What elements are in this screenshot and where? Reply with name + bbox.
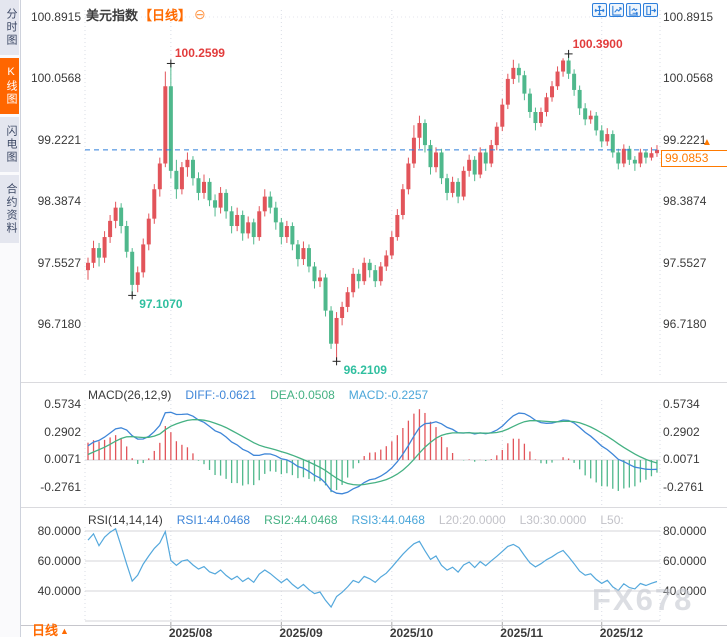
x-axis-label: 2025/10 [389, 626, 434, 637]
pane-separator [20, 507, 727, 508]
rsi3-value: RSI3:44.0468 [351, 513, 425, 527]
price-annotation: 96.2109 [343, 363, 387, 378]
macd-value: MACD:-0.2257 [348, 388, 429, 402]
x-axis-line [20, 625, 727, 626]
x-axis-label: 2025/11 [500, 626, 544, 637]
move-icon[interactable] [592, 3, 607, 17]
macd-axis-label: 0.0071 [44, 452, 81, 467]
rsi-l30-value: L30:30.0000 [519, 513, 587, 527]
rsi-axis-label: 80.0000 [37, 524, 81, 538]
y-axis-label: 98.3874 [37, 194, 81, 209]
current-price-tag: 99.0853 [661, 150, 727, 167]
watermark: FX678 [592, 582, 694, 617]
y-axis-label: 98.3874 [663, 194, 707, 209]
sidebar-item-1[interactable]: 分时图 [0, 0, 19, 55]
y-axis-label: 99.2221 [663, 132, 707, 147]
macd-dea-value: DEA:0.0508 [270, 388, 335, 402]
exit-icon[interactable] [643, 3, 658, 17]
sidebar-item-2[interactable]: K线图 [0, 58, 19, 114]
y-axis-label: 100.8915 [663, 10, 714, 24]
collapse-icon[interactable]: ⊖ [194, 6, 206, 22]
rsi-header: RSI(14,14,14) RSI1:44.0468 RSI2:44.0468 … [88, 513, 624, 527]
y-axis-label: 96.7180 [663, 317, 707, 331]
y-axis-label: 100.0568 [663, 71, 714, 86]
y-axis-label: 99.2221 [37, 132, 81, 147]
rsi-axis-label: 60.0000 [663, 554, 707, 568]
period-arrow-icon: ▲ [60, 626, 69, 636]
period-tag: 【日线】 [139, 8, 192, 23]
macd-axis-label: 0.5734 [44, 397, 81, 411]
y-axis-label: 97.5527 [37, 255, 81, 270]
x-axis-label: 2025/09 [279, 626, 323, 637]
sidebar-item-4[interactable]: 合约资料 [0, 175, 19, 243]
chart-title-row: 美元指数 【日线】 ⊖ [86, 5, 206, 24]
macd-axis-label: 0.5734 [663, 397, 700, 411]
pane-separator [20, 382, 727, 383]
macd-axis-label: 0.0071 [663, 452, 700, 467]
price-annotation: 100.2599 [174, 46, 225, 61]
macd-name: MACD(26,12,9) [88, 388, 172, 402]
zoom-horizontal-icon[interactable] [626, 3, 641, 17]
y-axis-label: 96.7180 [37, 317, 81, 331]
rsi-l50-value: L50: [600, 513, 624, 527]
zoom-vertical-icon[interactable] [609, 3, 624, 17]
price-annotation: 97.1070 [139, 297, 183, 312]
price-up-arrow-icon: ▲ [702, 137, 712, 148]
rsi-axis-label: 40.0000 [663, 584, 707, 598]
y-axis-label: 100.8915 [30, 10, 81, 24]
x-axis-label: 2025/08 [168, 626, 213, 637]
period-button[interactable]: 日线 ▲ [32, 623, 69, 637]
y-axis-label: 100.0568 [30, 71, 81, 86]
macd-axis-label: 0.2902 [44, 424, 81, 439]
macd-axis-label: -0.2761 [663, 480, 704, 494]
macd-diff-value: DIFF:-0.0621 [185, 388, 257, 402]
rsi-axis-label: 80.0000 [663, 524, 707, 538]
rsi-axis-label: 60.0000 [37, 554, 81, 568]
y-axis-label: 97.5527 [663, 255, 707, 270]
rsi2-value: RSI2:44.0468 [264, 513, 338, 527]
sidebar: 分时图 K线图闪电图合约资料 [0, 0, 21, 637]
sidebar-item-3[interactable]: 闪电图 [0, 117, 19, 172]
x-axis-label: 2025/12 [599, 626, 644, 637]
rsi1-value: RSI1:44.0468 [176, 513, 251, 527]
macd-header: MACD(26,12,9) DIFF:-0.0621 DEA:0.0508 MA… [88, 388, 428, 402]
rsi-axis-label: 40.0000 [37, 584, 81, 598]
rsi-l20-value: L20:20.0000 [438, 513, 506, 527]
chart-toolbar [592, 3, 658, 17]
macd-axis-label: 0.2902 [663, 424, 700, 439]
macd-axis-label: -0.2761 [40, 480, 81, 494]
price-annotation: 100.3900 [572, 36, 623, 51]
rsi-name: RSI(14,14,14) [88, 513, 163, 527]
instrument-title: 美元指数 [86, 8, 139, 23]
